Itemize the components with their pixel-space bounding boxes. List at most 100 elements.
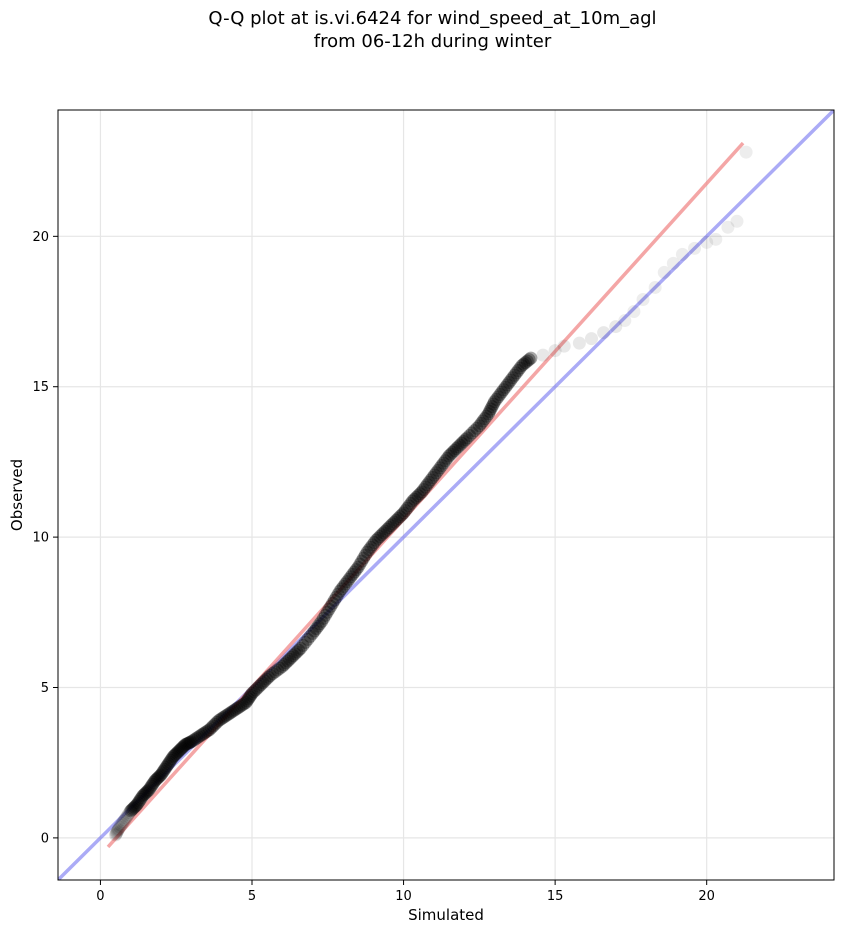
qq-point-81 xyxy=(213,712,227,726)
qq-point-105 xyxy=(254,677,268,691)
qq-point-167 xyxy=(373,530,387,544)
qq-point-98 xyxy=(243,690,257,704)
qq-point-176 xyxy=(389,513,403,527)
qq-point-231 xyxy=(489,392,503,406)
qq-point-216 xyxy=(463,428,477,442)
qq-point-64 xyxy=(183,735,197,749)
qq-point-190 xyxy=(415,485,429,499)
qq-point-57 xyxy=(175,741,189,755)
qq-point-162 xyxy=(364,540,378,554)
qq-point-16 xyxy=(125,803,139,817)
x-tick-label-2: 10 xyxy=(395,889,412,904)
qq-point-137 xyxy=(318,608,332,622)
qq-point-47 xyxy=(163,755,177,769)
qq-point-165 xyxy=(369,533,383,547)
axis-ticks: 0 5 10 15 20 0 5 10 15 20 xyxy=(32,230,715,904)
qq-point-69 xyxy=(192,730,206,744)
qq-point-80 xyxy=(212,714,226,728)
qq-point-141 xyxy=(326,596,340,610)
qq-point-128 xyxy=(301,632,315,646)
qq-point-147 xyxy=(337,579,351,593)
chart-title-line-2: from 06-12h during winter xyxy=(313,31,552,52)
qq-point-156 xyxy=(353,557,367,571)
x-axis-label: Simulated xyxy=(408,906,484,924)
qq-point-198 xyxy=(429,466,443,480)
qq-point-229 xyxy=(486,397,500,411)
qq-point-0 xyxy=(109,828,123,842)
qq-point-225 xyxy=(481,407,495,421)
qq-point-99 xyxy=(244,688,258,702)
qq-point-123 xyxy=(290,645,304,659)
qq-point-136 xyxy=(317,611,331,625)
qq-point-92 xyxy=(233,699,247,713)
qq-point-224 xyxy=(480,409,494,423)
qq-point-125 xyxy=(294,641,307,655)
qq-point-22 xyxy=(132,794,146,808)
qq-point-4 xyxy=(111,823,125,837)
qq-point-221 xyxy=(474,416,488,430)
qq-point-26 xyxy=(137,788,151,802)
qq-point-31 xyxy=(143,781,157,795)
qq-point-245 xyxy=(515,359,529,373)
qq-point-115 xyxy=(275,659,289,673)
qq-point-39 xyxy=(153,769,167,783)
qq-point-266 xyxy=(700,235,714,249)
qq-point-189 xyxy=(413,487,427,501)
qq-point-153 xyxy=(347,565,361,579)
qq-point-110 xyxy=(263,668,277,682)
qq-point-180 xyxy=(397,506,411,520)
qq-point-119 xyxy=(283,652,297,666)
qq-point-214 xyxy=(458,433,472,447)
qq-point-184 xyxy=(404,496,418,510)
qq-point-8 xyxy=(115,816,129,830)
qq-point-130 xyxy=(306,626,320,640)
qq-point-70 xyxy=(193,729,207,743)
qq-point-204 xyxy=(440,451,454,465)
qq-point-35 xyxy=(148,774,162,788)
qq-point-150 xyxy=(342,572,356,586)
qq-point-76 xyxy=(204,721,218,735)
qq-point-202 xyxy=(437,456,451,470)
qq-point-129 xyxy=(303,629,317,643)
qq-point-120 xyxy=(284,650,298,664)
qq-point-96 xyxy=(240,694,254,708)
qq-point-117 xyxy=(279,656,293,670)
qq-point-54 xyxy=(171,745,185,759)
qq-point-36 xyxy=(149,773,163,787)
qq-point-244 xyxy=(513,361,527,375)
qq-point-111 xyxy=(266,667,280,681)
qq-point-72 xyxy=(197,726,211,740)
plot-frame xyxy=(57,109,835,881)
qq-point-249 xyxy=(522,353,536,367)
qq-point-157 xyxy=(355,554,369,568)
qq-point-260 xyxy=(636,292,650,306)
qq-point-108 xyxy=(260,672,274,686)
qq-point-49 xyxy=(165,751,179,765)
qq-point-187 xyxy=(409,490,423,504)
qq-point-254 xyxy=(572,336,586,350)
qq-point-240 xyxy=(506,371,520,385)
qq-point-257 xyxy=(609,320,623,334)
x-tick-label-3: 15 xyxy=(547,889,564,904)
qq-point-17 xyxy=(126,801,140,815)
qq-point-212 xyxy=(455,436,469,450)
qq-point-175 xyxy=(387,515,401,529)
qq-point-11 xyxy=(119,811,133,825)
qq-point-268 xyxy=(721,220,735,234)
qq-point-124 xyxy=(292,643,306,657)
qq-point-211 xyxy=(453,438,467,452)
qq-point-182 xyxy=(400,501,414,515)
qq-point-197 xyxy=(427,468,441,482)
qq-point-67 xyxy=(188,732,202,746)
qq-point-53 xyxy=(170,746,184,760)
qq-point-174 xyxy=(386,517,400,531)
qq-point-223 xyxy=(478,412,492,426)
qq-point-186 xyxy=(407,492,421,506)
qq-point-258 xyxy=(618,314,632,328)
qq-point-42 xyxy=(156,764,170,778)
qq-point-103 xyxy=(250,681,264,695)
qq-point-100 xyxy=(245,687,259,701)
qq-point-77 xyxy=(206,719,220,733)
qq-point-127 xyxy=(298,635,312,649)
